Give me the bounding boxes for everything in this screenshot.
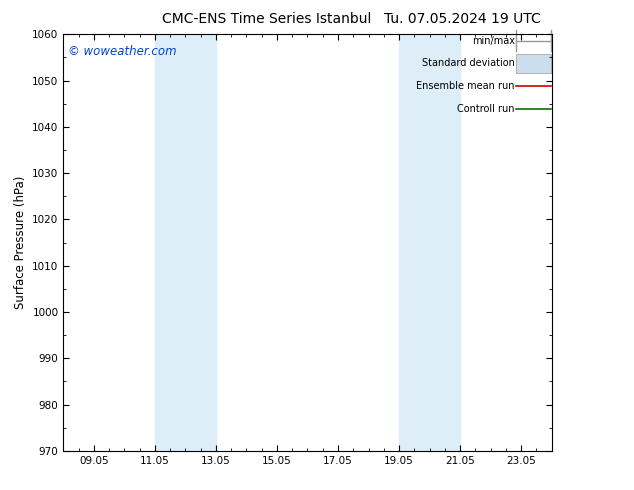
Text: Tu. 07.05.2024 19 UTC: Tu. 07.05.2024 19 UTC	[384, 12, 541, 26]
Bar	[399, 34, 460, 451]
Text: Controll run: Controll run	[458, 104, 515, 114]
Text: Standard deviation: Standard deviation	[422, 58, 515, 69]
Text: © woweather.com: © woweather.com	[68, 45, 177, 58]
Text: Ensemble mean run: Ensemble mean run	[417, 81, 515, 91]
Bar	[517, 54, 550, 73]
Text: min/max: min/max	[472, 36, 515, 46]
Text: CMC-ENS Time Series Istanbul: CMC-ENS Time Series Istanbul	[162, 12, 371, 26]
Y-axis label: Surface Pressure (hPa): Surface Pressure (hPa)	[14, 176, 27, 309]
Bar	[155, 34, 216, 451]
